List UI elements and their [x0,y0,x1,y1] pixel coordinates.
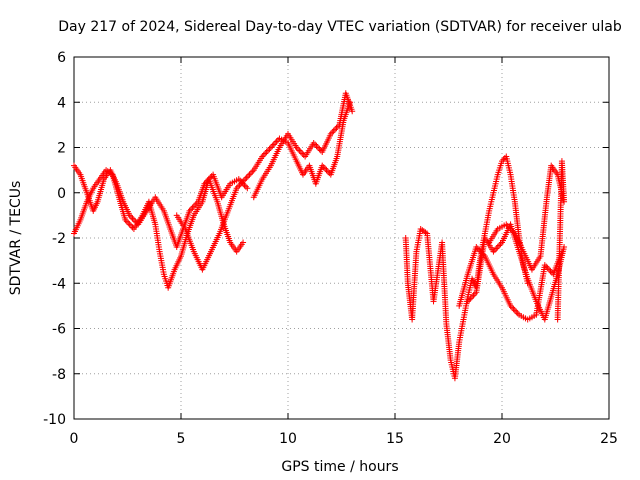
chart-title: Day 217 of 2024, Sidereal Day-to-day VTE… [58,19,622,35]
data-point [299,150,306,157]
data-point [314,144,321,151]
data-point [496,242,503,249]
y-tick-label: -8 [52,367,66,383]
x-axis-label: GPS time / hours [281,459,398,475]
y-tick-label: -2 [52,231,66,247]
data-point [270,141,277,148]
data-point [322,165,329,172]
axis-ticks [73,56,610,420]
data-point [245,173,252,180]
series-track-3 [173,99,354,273]
data-point [242,183,249,190]
y-axis-label: SDTVAR / TECUs [8,181,24,296]
data-point [265,147,272,154]
data-points [71,90,568,382]
data-point [263,149,270,156]
series-track-5 [402,153,531,382]
x-tick-label: 20 [493,431,511,447]
data-point [313,142,320,149]
data-point [129,215,136,222]
data-point [246,171,253,178]
data-point [330,127,337,134]
data-point [470,292,477,299]
data-point [513,308,520,315]
x-tick-label: 25 [600,431,618,447]
data-point [510,305,517,312]
x-tick-label: 15 [386,431,404,447]
data-point [126,221,133,228]
data-point [240,239,247,246]
x-tick-labels: 0 5 10 15 20 25 [70,431,618,447]
data-point [544,265,551,272]
data-point [324,168,331,175]
y-tick-label: 0 [57,186,66,202]
x-tick-label: 5 [177,431,186,447]
y-tick-labels: -10 -8 -6 -4 -2 0 2 4 6 [43,50,66,428]
data-point [494,244,501,251]
data-point [349,108,356,115]
data-point [316,146,323,153]
data-point [294,146,301,153]
series-track-4 [250,90,356,201]
data-point [190,203,197,210]
y-tick-label: -10 [43,412,66,428]
y-tick-label: -4 [52,276,66,292]
data-point [511,307,518,314]
y-tick-label: 6 [57,50,66,66]
data-point [243,174,250,181]
data-point [130,216,137,223]
data-point [332,126,339,133]
data-point [262,150,269,157]
grid-lines [74,57,609,419]
data-point [333,124,340,131]
data-point [297,149,304,156]
data-point [554,316,561,323]
data-point [244,185,251,192]
x-tick-label: 10 [279,431,297,447]
data-point [296,147,303,154]
data-point [249,168,256,175]
x-tick-label: 0 [70,431,79,447]
series-track-1 [71,162,251,251]
y-tick-label: -6 [52,322,66,338]
y-tick-label: 4 [57,95,66,111]
data-point [128,222,135,229]
y-tick-label: 2 [57,141,66,157]
data-point [260,152,267,159]
data-point [247,170,254,177]
data-point [514,310,521,317]
data-point [269,142,276,149]
data-point [493,245,500,252]
series-track-8 [486,158,568,323]
data-point [547,268,554,275]
data-point [267,144,274,151]
data-point [266,146,273,153]
data-point [272,139,279,146]
data-point [125,219,132,226]
series-track-2 [71,167,247,291]
